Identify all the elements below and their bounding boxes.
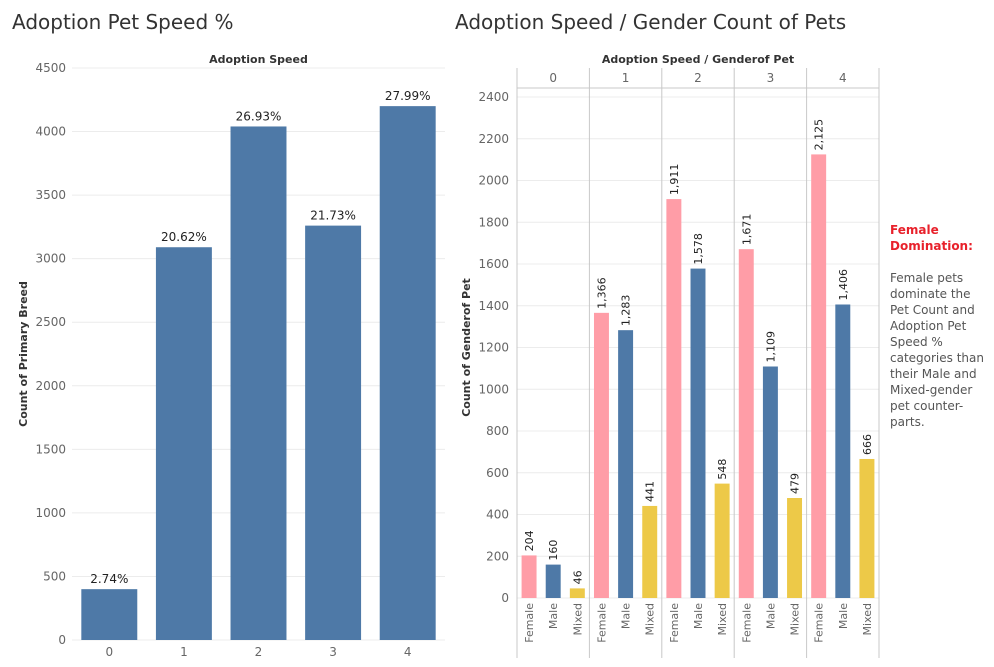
chart1-x-tick: 0 <box>105 645 113 659</box>
chart2-y-tick: 1200 <box>478 341 509 355</box>
chart2-y-tick: 0 <box>501 591 509 605</box>
chart2-bar-label: 204 <box>523 530 536 551</box>
chart1-y-tick: 0 <box>58 633 66 647</box>
chart2-x-tick: Male <box>692 603 705 629</box>
chart2-y-tick: 1800 <box>478 215 509 229</box>
chart2-header: Adoption Speed / Genderof Pet <box>602 53 794 66</box>
chart2-bar-label: 1,109 <box>764 331 777 363</box>
chart1-y-tick: 1500 <box>35 442 66 456</box>
chart2-bar <box>545 564 561 598</box>
chart1-bar <box>81 589 138 640</box>
chart2-bar <box>762 366 778 598</box>
chart2-bar <box>811 154 827 598</box>
chart2-y-tick: 1400 <box>478 299 509 313</box>
chart2-x-tick: Mixed <box>861 603 874 635</box>
chart1-bar-label: 27.99% <box>385 89 431 103</box>
chart1-bar <box>155 247 212 640</box>
annotation-body: Female pets dominate the Pet Count and A… <box>890 271 984 429</box>
chart2-bar <box>835 304 851 598</box>
chart2-bar <box>714 483 730 598</box>
chart2-panel-label: 4 <box>839 71 847 85</box>
chart1-bar-label: 2.74% <box>90 572 128 586</box>
chart2-x-tick: Male <box>620 603 633 629</box>
chart1-y-tick: 3500 <box>35 188 66 202</box>
chart2-bar-label: 2,125 <box>813 119 826 151</box>
chart2-bar <box>690 268 706 598</box>
chart2-y-tick: 2200 <box>478 132 509 146</box>
chart1-bar-label: 26.93% <box>236 109 282 123</box>
chart2-panel-label: 3 <box>767 71 775 85</box>
chart2-y-tick: 600 <box>486 466 509 480</box>
chart2-x-tick: Mixed <box>644 603 657 635</box>
chart2-bar-label: 1,366 <box>595 277 608 309</box>
chart2-bar-label: 1,578 <box>692 233 705 265</box>
chart2-panel-label: 2 <box>694 71 702 85</box>
chart2-x-tick: Female <box>740 603 753 643</box>
chart1-bar <box>230 126 287 640</box>
chart1-y-tick: 1000 <box>35 506 66 520</box>
chart2-y-label: Count of Genderof Pet <box>460 278 473 417</box>
chart2-bar <box>569 588 585 598</box>
chart1-y-tick: 4500 <box>35 61 66 75</box>
chart2-panel-label: 0 <box>549 71 557 85</box>
chart2-x-tick: Female <box>523 603 536 643</box>
annotation: Female Domination: Female pets dominate … <box>890 222 990 430</box>
chart2-panel-label: 1 <box>622 71 630 85</box>
chart1-bar-label: 21.73% <box>310 209 356 223</box>
chart1-y-tick: 3000 <box>35 252 66 266</box>
chart2-bar <box>859 458 875 598</box>
chart2-bar <box>642 505 658 598</box>
chart1-title: Adoption Pet Speed % <box>12 10 234 34</box>
annotation-heading: Female Domination: <box>890 223 973 253</box>
chart2-x-tick: Female <box>813 603 826 643</box>
chart1-y-tick: 2500 <box>35 315 66 329</box>
chart2-bar-label: 479 <box>789 473 802 494</box>
chart2-x-tick: Female <box>595 603 608 643</box>
chart2-bar-label: 1,671 <box>740 214 753 246</box>
chart2-x-tick: Male <box>837 603 850 629</box>
chart2-x-tick: Mixed <box>789 603 802 635</box>
chart1-x-tick: 1 <box>180 645 188 659</box>
chart1-bar <box>379 106 436 641</box>
chart2-bar-label: 441 <box>644 481 657 502</box>
chart1-y-tick: 500 <box>43 569 66 583</box>
chart1-x-tick: 3 <box>329 645 337 659</box>
chart2-bar-label: 1,911 <box>668 164 681 196</box>
chart2-x-tick: Mixed <box>571 603 584 635</box>
chart1-y-tick: 2000 <box>35 379 66 393</box>
chart2-x-tick: Mixed <box>716 603 729 635</box>
chart2-y-tick: 800 <box>486 424 509 438</box>
chart2-bar-label: 46 <box>571 570 584 584</box>
chart2-x-tick: Male <box>764 603 777 629</box>
chart2-bar-label: 666 <box>861 434 874 455</box>
chart2-bar <box>521 555 537 598</box>
chart1-y-tick: 4000 <box>35 125 66 139</box>
chart2-y-tick: 1000 <box>478 382 509 396</box>
chart2-x-tick: Female <box>668 603 681 643</box>
chart2-bar-label: 1,283 <box>620 295 633 327</box>
chart2-y-tick: 200 <box>486 549 509 563</box>
chart2-bar <box>666 199 682 599</box>
chart1-x-tick: 2 <box>255 645 263 659</box>
chart2-bar <box>738 249 754 598</box>
chart2-bar-label: 548 <box>716 459 729 480</box>
chart1-header: Adoption Speed <box>209 53 308 66</box>
chart2-y-tick: 2000 <box>478 174 509 188</box>
chart2-y-tick: 1600 <box>478 257 509 271</box>
chart2-y-tick: 2400 <box>478 90 509 104</box>
chart2-bar-label: 160 <box>547 540 560 561</box>
chart2-bar <box>787 498 803 598</box>
chart2-x-tick: Male <box>547 603 560 629</box>
chart1-x-tick: 4 <box>404 645 412 659</box>
chart2-bar <box>593 312 609 598</box>
chart2-title: Adoption Speed / Gender Count of Pets <box>455 10 847 34</box>
chart2-bar-label: 1,406 <box>837 269 850 301</box>
chart2-y-tick: 400 <box>486 508 509 522</box>
chart1-bar <box>305 225 362 640</box>
chart1-y-label: Count of Primary Breed <box>17 281 30 427</box>
chart1-bar-label: 20.62% <box>161 230 207 244</box>
chart2-bar <box>618 330 634 598</box>
